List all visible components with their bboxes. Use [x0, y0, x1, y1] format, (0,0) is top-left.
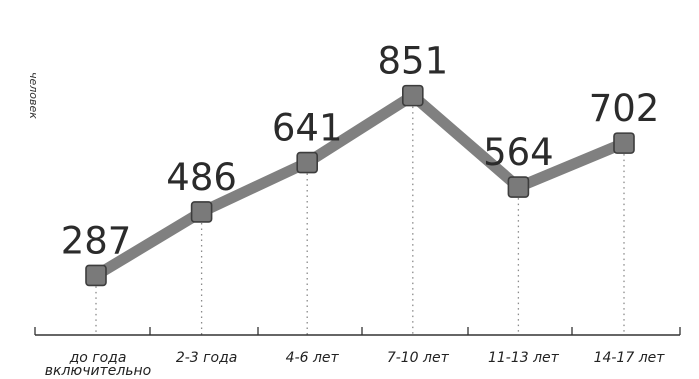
- x-tick-label-2: 4-6 лет: [286, 350, 340, 366]
- data-label-5: 702: [589, 87, 660, 130]
- data-markers: [85, 84, 635, 287]
- data-labels: 287 486 641 851 564 702: [61, 40, 660, 263]
- x-axis-ticks: [34, 327, 681, 335]
- data-point-5: [613, 132, 635, 154]
- data-point-0: [85, 264, 107, 287]
- x-tick-label-4: 11-13 лет: [488, 350, 560, 366]
- x-tick-label-0: до года: [69, 350, 127, 366]
- data-label-2: 641: [272, 107, 343, 150]
- data-point-4: [507, 176, 530, 198]
- x-tick-label-3: 7-10 лет: [387, 350, 450, 366]
- data-label-3: 851: [377, 40, 448, 83]
- dotted-guides: [95, 95, 625, 335]
- x-tick-label-0-line2: включительно: [45, 363, 152, 379]
- data-point-1: [190, 201, 213, 223]
- x-tick-label-5: 14-17 лет: [594, 350, 666, 366]
- data-point-3: [401, 84, 424, 107]
- data-label-0: 287: [61, 219, 132, 262]
- data-label-4: 564: [483, 131, 554, 174]
- series-line: [90, 90, 630, 281]
- data-label-1: 486: [166, 156, 237, 199]
- data-point-2: [296, 151, 319, 174]
- x-tick-label-1: 2-3 года: [176, 350, 238, 366]
- y-axis-label: человек: [27, 72, 40, 119]
